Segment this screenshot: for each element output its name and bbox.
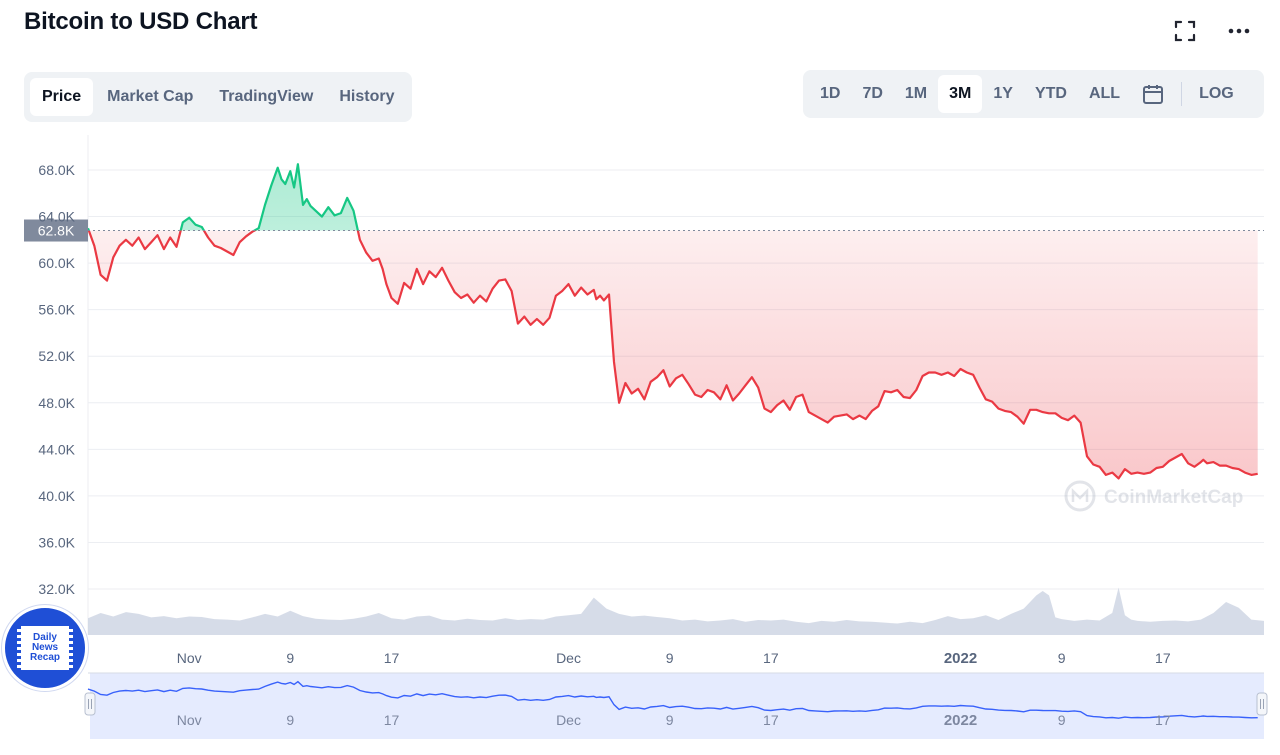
navigator-x-label: Dec	[556, 712, 581, 728]
reference-price-label: 62.8K	[38, 223, 75, 239]
reference-price-tag	[24, 219, 88, 242]
y-tick-label: 48.0K	[38, 395, 75, 411]
navigator-handle-right[interactable]	[1256, 692, 1268, 716]
y-tick-label: 60.0K	[38, 255, 75, 271]
range-1y[interactable]: 1Y	[993, 85, 1013, 102]
price-line-down	[87, 230, 1258, 480]
navigator-x-label: 17	[1155, 712, 1171, 728]
range-all[interactable]: ALL	[1088, 85, 1121, 102]
x-tick-label: 17	[384, 650, 400, 666]
x-tick-label: 9	[666, 650, 674, 666]
range-7d[interactable]: 7D	[862, 85, 883, 102]
range-1m[interactable]: 1M	[904, 85, 928, 102]
tab-market-cap[interactable]: Market Cap	[107, 88, 194, 105]
x-tick-label: Dec	[556, 650, 581, 666]
x-tick-label: Nov	[177, 650, 202, 666]
navigator-handle-left[interactable]	[84, 692, 96, 716]
x-tick-label: 2022	[944, 650, 977, 667]
navigator-x-label: 9	[666, 712, 674, 728]
price-area-fill-down	[88, 230, 1258, 479]
page-title: Bitcoin to USD Chart	[24, 8, 258, 35]
y-tick-label: 56.0K	[38, 302, 75, 318]
range-3m[interactable]: 3M	[938, 75, 983, 113]
handle-grip[interactable]	[84, 692, 96, 716]
price-line-up	[86, 163, 359, 231]
tab-tradingview[interactable]: TradingView	[219, 88, 314, 105]
y-tick-label: 44.0K	[38, 441, 75, 457]
daily-news-recap-logo: Daily News Recap	[2, 605, 88, 691]
x-tick-label: 9	[1058, 650, 1066, 666]
y-tick-label: 36.0K	[38, 534, 75, 550]
chart-view-tabs: Price Market Cap TradingView History	[24, 72, 413, 122]
tab-history[interactable]: History	[339, 88, 395, 105]
badge-line-2: News	[31, 642, 59, 653]
y-tick-label: 64.0K	[38, 209, 75, 225]
badge-line-1: Daily	[33, 632, 57, 643]
range-1d[interactable]: 1D	[820, 85, 841, 102]
watermark-logo: CoinMarketCap	[1064, 480, 1243, 512]
time-range-selector: 1D 7D 1M 3M 1Y YTD ALL LOG	[803, 70, 1264, 118]
y-tick-label: 52.0K	[38, 348, 75, 364]
calendar-icon[interactable]	[1131, 75, 1175, 113]
watermark-text: CoinMarketCap	[1104, 487, 1243, 508]
more-options-icon[interactable]	[1226, 18, 1252, 44]
top-actions	[1172, 18, 1252, 44]
navigator-x-label: 17	[384, 712, 400, 728]
y-tick-label: 68.0K	[38, 162, 75, 178]
navigator-line	[87, 680, 1258, 719]
x-tick-label: 17	[763, 650, 779, 666]
x-tick-label: 17	[1155, 650, 1171, 666]
y-tick-label: 40.0K	[38, 488, 75, 504]
range-divider	[1181, 82, 1183, 106]
watermark-icon-mark	[1071, 487, 1089, 502]
range-ytd[interactable]: YTD	[1034, 85, 1067, 102]
navigator-x-label: 2022	[944, 712, 977, 729]
volume-area	[88, 587, 1264, 635]
navigator-x-label: 17	[763, 712, 779, 728]
tab-price[interactable]: Price	[30, 78, 94, 116]
navigator-x-label: Nov	[177, 712, 202, 728]
fullscreen-icon[interactable]	[1172, 18, 1198, 44]
badge-line-3: Recap	[29, 652, 60, 663]
handle-grip[interactable]	[1256, 692, 1268, 716]
watermark-icon	[1064, 480, 1096, 512]
navigator-x-label: 9	[286, 712, 294, 728]
navigator-x-label: 9	[1058, 712, 1066, 728]
price-chart: 62.8K 68.0K 64.0K 60.0K 56.0K 52.0K 48.0K 44.0…	[24, 135, 1268, 739]
x-tick-label: 9	[286, 650, 294, 666]
log-scale-toggle[interactable]: LOG	[1199, 85, 1234, 102]
y-tick-label: 32.0K	[38, 581, 75, 597]
